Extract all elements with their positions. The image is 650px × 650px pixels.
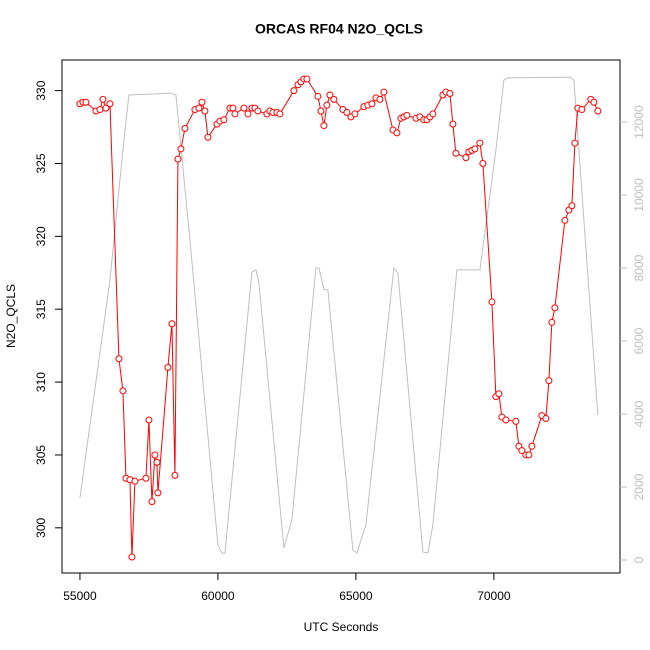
data-point [145,416,153,424]
data-point [303,75,311,83]
data-point [528,442,536,450]
data-point [115,355,123,363]
y2-tick-label: 6000 [632,327,646,354]
data-point [393,129,401,137]
data-point [195,104,203,112]
chart-title: ORCAS RF04 N2O_QCLS [255,21,423,37]
y2-tick-label: 2000 [632,473,646,500]
data-point [119,387,127,395]
data-point [578,106,586,114]
data-point [131,477,139,485]
data-point [229,104,237,112]
data-point [571,139,579,147]
data-point [171,471,179,479]
data-point [254,107,262,115]
y-tick-label: 325 [34,153,48,173]
data-point [320,122,328,130]
data-point [177,145,185,153]
data-point [99,95,107,103]
data-point [545,377,553,385]
y-tick-label: 310 [34,372,48,392]
y-tick-label: 315 [34,299,48,319]
data-point [231,110,239,118]
data-point [476,139,484,147]
y-tick-label: 320 [34,226,48,246]
data-point [151,451,159,459]
data-point [96,106,104,114]
data-point [488,298,496,306]
data-point [403,111,411,119]
y-tick-label: 305 [34,445,48,465]
data-point [164,364,172,372]
data-point [542,415,550,423]
x-tick-label: 55000 [63,589,97,603]
data-point [502,416,510,424]
data-point [518,447,526,455]
data-point [244,110,252,118]
data-point [168,320,176,328]
data-point [204,133,212,141]
y-axis-label: N2O_QCLS [4,284,18,348]
data-point [376,95,384,103]
data-point [220,116,228,124]
data-point [154,489,162,497]
data-point [561,216,569,224]
x-tick-label: 70000 [477,589,511,603]
data-point [276,110,284,118]
y-tick-label: 330 [34,80,48,100]
data-point [174,155,182,163]
data-point [446,90,454,98]
data-point [314,92,322,100]
data-point [551,304,559,312]
data-point [548,318,556,326]
data-point [590,98,598,106]
data-point [568,202,576,210]
data-point [525,451,533,459]
data-point [142,474,150,482]
data-point [452,149,460,157]
data-point [368,100,376,108]
x-tick-label: 60000 [201,589,235,603]
data-point [82,98,90,106]
data-point [181,124,189,132]
data-point [495,390,503,398]
data-point [351,110,359,118]
data-point [148,498,156,506]
data-point [106,100,114,108]
data-point [429,110,437,118]
series-line [79,76,599,554]
data-point [290,87,298,95]
data-point [479,159,487,167]
data-point [198,98,206,106]
data-point [471,145,479,153]
data-point [323,101,331,109]
data-point [380,88,388,96]
data-point [512,417,520,425]
y2-tick-label: 4000 [632,400,646,427]
data-point [449,120,457,128]
data-point [240,104,248,112]
y-tick-label: 300 [34,517,48,537]
y2-tick-label: 10000 [632,178,646,212]
x-axis-label: UTC Seconds [304,620,379,634]
data-point [201,107,209,115]
data-point [153,458,161,466]
data-point [594,107,602,115]
data-point [462,154,470,162]
data-point [326,91,334,99]
y2-tick-label: 0 [632,556,646,563]
x-tick-label: 65000 [339,589,373,603]
data-point [102,104,110,112]
y2-tick-label: 8000 [632,254,646,281]
plot-frame [61,59,621,574]
y2-tick-label: 12000 [632,105,646,139]
data-point [330,95,338,103]
data-point [128,553,136,561]
data-point [317,107,325,115]
data-point [343,108,351,116]
